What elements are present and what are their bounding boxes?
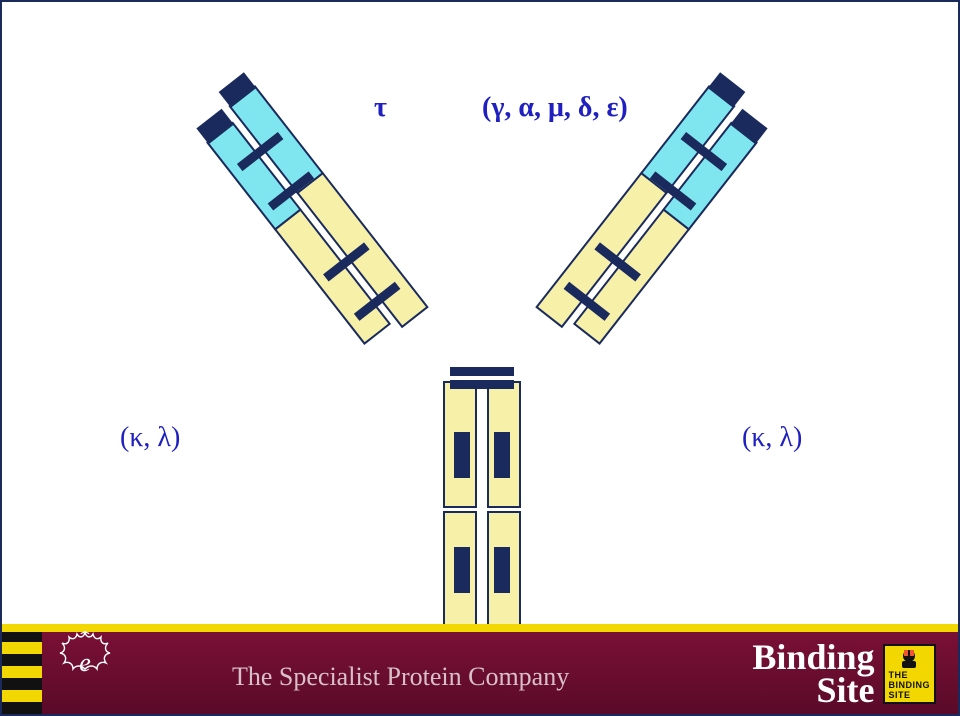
queens-award-icon: e: [57, 631, 113, 702]
brand-logo: Binding Site THE BINDING SITE: [752, 641, 936, 706]
footer: e The Specialist Protein Company Binding…: [2, 624, 958, 714]
badge-line2: BINDING: [889, 680, 931, 690]
slide: τ (γ, α, μ, δ, ε) (κ, λ) (κ, λ): [0, 0, 960, 716]
brand-text: Binding Site: [752, 641, 874, 706]
footer-tagline: The Specialist Protein Company: [232, 662, 569, 692]
footer-hazard-stripe: [2, 632, 42, 714]
brand-badge: THE BINDING SITE: [883, 644, 937, 704]
brand-line2: Site: [817, 670, 875, 710]
svg-text:e: e: [79, 648, 91, 677]
antibody-diagram: [2, 2, 960, 642]
footer-accent-bar: [2, 624, 958, 632]
badge-line3: SITE: [889, 690, 931, 700]
badge-line1: THE: [889, 670, 931, 680]
